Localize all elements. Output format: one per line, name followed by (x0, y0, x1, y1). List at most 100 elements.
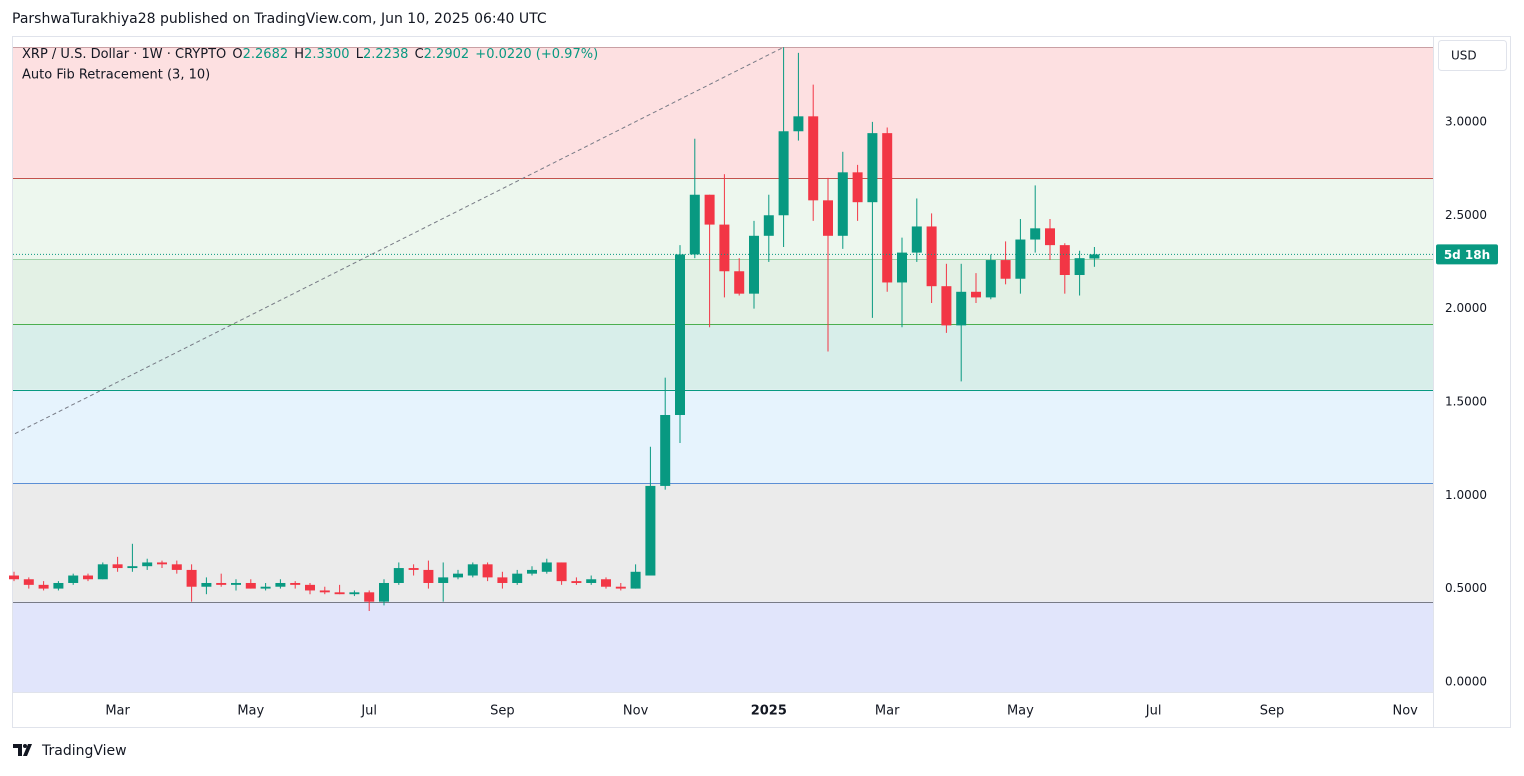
candle-body (704, 194, 715, 225)
candle-body (586, 579, 597, 583)
candle-body (645, 485, 656, 576)
candle-body (231, 582, 241, 585)
brand-logo (13, 744, 32, 756)
candle-body (453, 573, 463, 578)
candle-body (157, 562, 167, 565)
candle-body (630, 571, 641, 589)
candle-body (9, 575, 19, 580)
fib-zone (13, 389, 1433, 483)
candle-body (83, 575, 93, 580)
fib-zone (13, 601, 1433, 692)
candle-body (689, 194, 700, 255)
y-tick-label: 3.0000 (1445, 114, 1487, 128)
y-tick-label: 0.5000 (1445, 581, 1487, 595)
candle-body (334, 592, 345, 595)
candle-body (601, 579, 611, 587)
fib-zone (13, 47, 1433, 178)
x-tick-label: Jul (1145, 704, 1162, 719)
brand-name: TradingView (41, 743, 127, 759)
candle-body (793, 116, 804, 132)
candle-body (393, 568, 404, 583)
x-tick-label: 2025 (751, 704, 787, 719)
candle-body (497, 577, 508, 583)
candle-body (319, 590, 330, 593)
candle-body (216, 582, 227, 585)
candle-body (408, 568, 419, 570)
candle-body (1059, 245, 1070, 275)
candle-body (660, 414, 671, 486)
candle-body (379, 582, 389, 602)
l-label: L (356, 47, 364, 62)
countdown-label: 5d 18h (1444, 248, 1490, 262)
candle-body (941, 286, 952, 326)
fib-zone (13, 482, 1433, 602)
fib-zone (13, 324, 1433, 390)
candle-body (926, 226, 937, 287)
candle-body (38, 584, 49, 589)
candle-body (734, 271, 745, 294)
candle-body (615, 586, 626, 589)
legend-line: XRP / U.S. Dollar · 1W · CRYPTO O2.2682 … (22, 47, 598, 62)
candle-body (882, 133, 893, 283)
x-tick-label: Nov (623, 704, 649, 719)
close-value: 2.2902 (424, 47, 470, 62)
trend-line (14, 46, 784, 435)
x-tick-label: Mar (875, 704, 900, 719)
x-tick-label: May (1007, 704, 1034, 719)
candle-body (778, 131, 789, 216)
candle-body (97, 564, 108, 580)
candle-body (260, 586, 271, 589)
candle-body (823, 200, 833, 236)
candle-body (911, 226, 922, 253)
currency-label: USD (1451, 49, 1477, 63)
y-tick-label: 0.0000 (1445, 674, 1487, 688)
y-tick-label: 2.0000 (1445, 301, 1487, 315)
x-tick-label: Mar (105, 704, 130, 719)
chart-title: ParshwaTurakhiya28 published on TradingV… (12, 11, 547, 27)
high-value: 2.3300 (304, 47, 350, 62)
candle-body (837, 172, 848, 236)
candle-body (541, 562, 552, 572)
candle-body (438, 577, 449, 583)
candle-body (349, 592, 360, 595)
candle-body (53, 582, 64, 589)
candle-body (571, 581, 582, 583)
candle-body (675, 254, 685, 415)
candle-body (867, 133, 878, 203)
o-label: O (232, 47, 242, 62)
candle-body (527, 569, 537, 574)
currency-button[interactable] (1438, 40, 1507, 71)
symbol: XRP / U.S. Dollar · 1W · CRYPTO (22, 47, 226, 62)
candle-body (1000, 260, 1011, 279)
candle-body (749, 235, 759, 294)
candle-body (68, 575, 79, 583)
candle-body (956, 291, 967, 326)
candle-body (852, 172, 863, 203)
x-tick-label: Sep (490, 704, 515, 719)
candle-body (556, 562, 567, 582)
candle-body (201, 582, 212, 587)
change-value: +0.0220 (+0.97%) (475, 47, 598, 62)
y-tick-label: 2.5000 (1445, 208, 1487, 222)
candle-body (808, 116, 819, 201)
candle-body (142, 562, 153, 567)
candle-body (423, 569, 434, 583)
candle-body (171, 564, 182, 570)
candle-body (482, 564, 493, 578)
candle-body (112, 564, 123, 569)
h-label: H (294, 47, 304, 62)
candle-body (127, 566, 138, 569)
candle-body (1089, 254, 1100, 259)
candle-body (897, 252, 907, 283)
candle-body (1074, 258, 1085, 275)
candle-body (971, 291, 981, 298)
candle-body (245, 582, 256, 589)
x-tick-label: Sep (1260, 704, 1285, 719)
candle-body (275, 582, 286, 587)
candle-body (305, 584, 315, 591)
candle-body (290, 582, 301, 585)
indicator-label: Auto Fib Retracement (3, 10) (22, 68, 210, 83)
x-tick-label: Nov (1393, 704, 1419, 719)
candle-body (1030, 228, 1041, 240)
